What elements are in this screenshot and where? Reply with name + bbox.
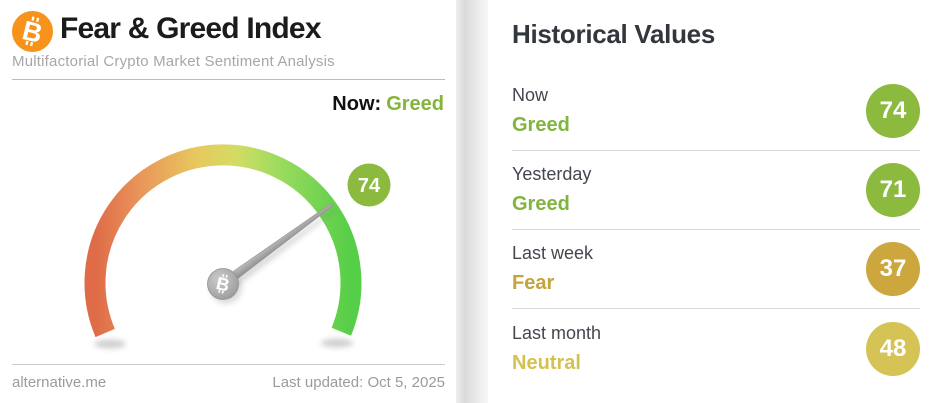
historical-row: Now Greed 74 — [512, 72, 920, 151]
fear-greed-gauge: B 74 — [84, 144, 391, 349]
svg-text:B: B — [214, 273, 231, 296]
classification-label: Neutral — [512, 351, 581, 374]
needle-shadow — [223, 208, 337, 293]
header-divider — [12, 79, 445, 80]
site-link[interactable]: alternative.me — [12, 374, 107, 391]
gauge-panel: B Fear & Greed Index Multifactorial Cryp… — [0, 0, 456, 403]
period-label: Yesterday — [512, 164, 592, 184]
footer-divider — [12, 364, 445, 365]
historical-row: Last month Neutral 48 — [512, 309, 920, 388]
historical-row: Last week Fear 37 — [512, 230, 920, 309]
gauge-arc — [84, 144, 362, 338]
value-badge: 74 — [866, 84, 920, 138]
now-value: Greed — [386, 93, 444, 115]
period-label: Last month — [512, 322, 602, 343]
arc-end-shadow — [321, 338, 353, 348]
classification-label: Greed — [512, 114, 570, 136]
value-badge: 71 — [866, 163, 920, 217]
last-updated: Last updated: Oct 5, 2025 — [272, 374, 445, 391]
arc-end-shadow — [94, 339, 126, 349]
gauge-badge-value: 74 — [358, 175, 381, 197]
now-label: Now: — [332, 93, 382, 115]
footer: alternative.me Last updated: Oct 5, 2025 — [12, 374, 445, 391]
classification-label: Greed — [512, 193, 570, 215]
gauge-value-badge: 74 — [347, 163, 391, 207]
page-title: Fear & Greed Index — [60, 12, 322, 45]
bitcoin-hub-icon: B — [207, 268, 239, 300]
classification-label: Fear — [512, 272, 555, 294]
current-sentiment: Now: Greed — [332, 93, 444, 116]
period-label: Last week — [512, 243, 594, 263]
bitcoin-logo-icon: B — [12, 11, 53, 52]
row-text: Yesterday Greed — [512, 164, 591, 216]
historical-panel: Historical Values Now Greed 74 Yesterday… — [488, 0, 945, 403]
row-text: Now Greed — [512, 85, 570, 137]
row-text: Last month Neutral — [512, 323, 601, 375]
period-label: Now — [512, 85, 549, 105]
value-badge: 37 — [866, 242, 920, 296]
row-text: Last week Fear — [512, 243, 593, 295]
value-badge: 48 — [866, 321, 920, 376]
gauge-needle — [219, 202, 334, 289]
historical-title: Historical Values — [512, 19, 716, 49]
historical-row: Yesterday Greed 71 — [512, 151, 920, 230]
panel-gutter — [456, 0, 488, 403]
page-subtitle: Multifactorial Crypto Market Sentiment A… — [12, 53, 335, 70]
gauge-badge-circle — [347, 163, 391, 207]
historical-list: Now Greed 74 Yesterday Greed 71 Last wee… — [512, 72, 920, 388]
